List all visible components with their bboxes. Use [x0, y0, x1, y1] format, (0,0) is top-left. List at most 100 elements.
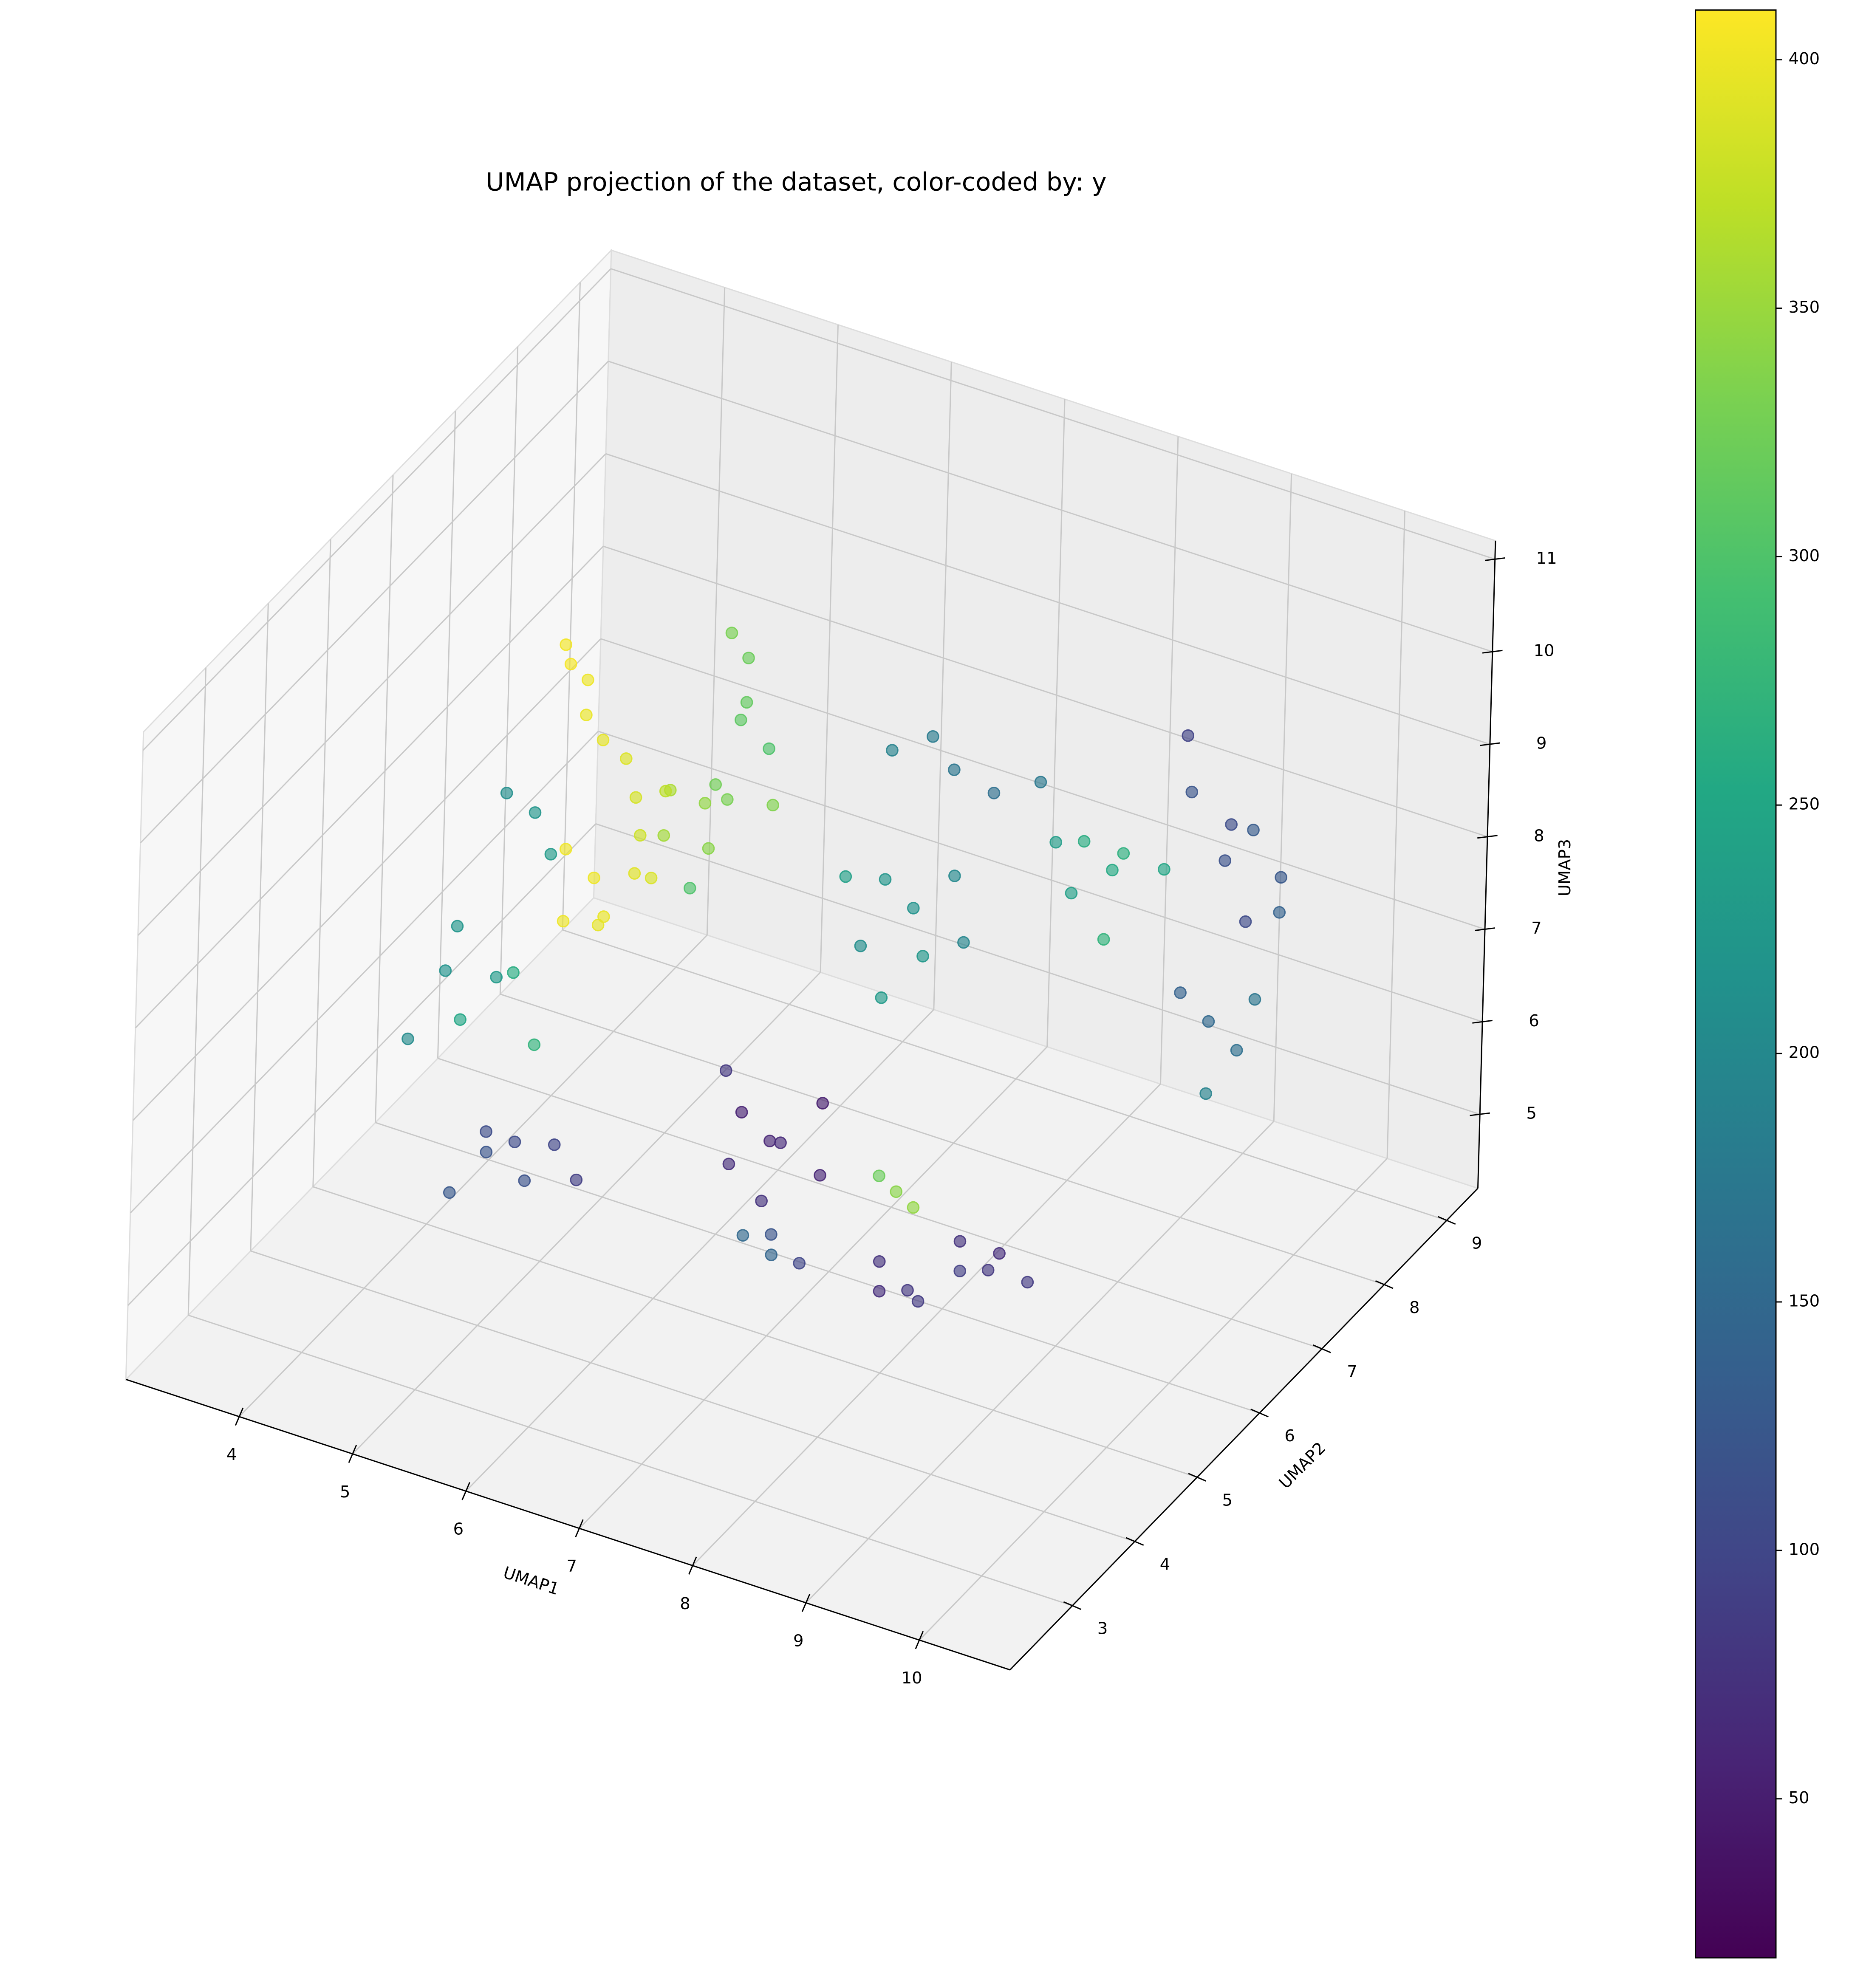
point — [763, 742, 775, 755]
point — [401, 1032, 414, 1045]
tick-mark — [1470, 1112, 1490, 1116]
z-tick-label: 6 — [1529, 1011, 1539, 1031]
grid-line — [611, 268, 1496, 560]
point — [763, 1135, 776, 1147]
point — [873, 1169, 885, 1182]
point — [454, 1013, 466, 1026]
grid — [127, 268, 1496, 1641]
tick-mark — [1188, 1473, 1207, 1482]
grid-line — [933, 362, 952, 1010]
point — [1174, 986, 1187, 999]
point — [916, 950, 929, 963]
point — [766, 799, 779, 812]
point — [443, 1186, 456, 1199]
point — [1021, 1276, 1034, 1289]
point — [886, 744, 899, 757]
grid-line — [603, 545, 1488, 838]
y-tick-label: 3 — [1097, 1619, 1108, 1638]
point — [581, 673, 594, 686]
grid-line — [142, 268, 611, 751]
point — [591, 918, 605, 932]
grid-line — [239, 935, 708, 1417]
point — [564, 658, 577, 671]
grid-line — [806, 1121, 1275, 1604]
point — [721, 793, 734, 806]
grid-line — [1273, 474, 1292, 1121]
point — [629, 791, 642, 804]
point — [1185, 785, 1199, 799]
point — [507, 966, 520, 979]
point — [645, 872, 658, 884]
grid-line — [919, 1158, 1388, 1641]
colorbar-tick-label: 300 — [1789, 546, 1820, 565]
tick-mark — [235, 1407, 244, 1426]
colorbar-tick-label: 400 — [1789, 49, 1820, 68]
grid-line — [187, 667, 207, 1316]
point — [725, 627, 738, 639]
point — [907, 902, 920, 915]
tick-mark — [801, 1593, 811, 1612]
x-axis-line — [125, 1378, 1010, 1671]
tick-mark — [348, 1445, 357, 1463]
point — [1239, 915, 1252, 928]
grid-line — [605, 453, 1490, 745]
grid-line — [562, 282, 581, 930]
point — [814, 1169, 826, 1182]
z-tick-label: 8 — [1534, 826, 1544, 845]
grid-line — [250, 1250, 1135, 1542]
points — [401, 627, 1287, 1308]
tick-mark — [1480, 742, 1500, 746]
colorbar: 50 100 150 200 250 300 350 400 — [1695, 9, 1820, 1959]
point — [508, 1135, 521, 1148]
point — [953, 1235, 967, 1248]
point — [854, 940, 867, 952]
point — [1275, 871, 1287, 884]
point — [490, 971, 503, 984]
point — [755, 1194, 768, 1208]
grid-line — [465, 1009, 934, 1492]
point — [634, 829, 647, 842]
point — [500, 787, 513, 799]
grid-line — [127, 823, 597, 1306]
tick-mark — [1484, 557, 1505, 561]
y-tick-label: 7 — [1347, 1362, 1357, 1381]
z-axis-label: UMAP3 — [1555, 839, 1575, 896]
point — [1202, 1015, 1215, 1028]
point — [659, 785, 672, 798]
colorbar-tick-label: 350 — [1789, 298, 1820, 317]
point — [873, 1285, 886, 1298]
tick-mark — [1063, 1601, 1082, 1610]
point — [559, 843, 572, 856]
grid-line — [437, 410, 456, 1059]
point — [528, 1038, 541, 1051]
x-tick-label: 5 — [340, 1483, 350, 1502]
point — [907, 1201, 920, 1214]
point — [981, 1264, 995, 1276]
point — [1077, 835, 1091, 848]
z-tick-label: 9 — [1536, 734, 1546, 753]
grid-line — [706, 287, 726, 935]
grid-line — [312, 539, 331, 1187]
y-tick-label: 4 — [1160, 1555, 1170, 1574]
point — [873, 1255, 886, 1268]
point — [793, 1257, 806, 1270]
grid-line — [1159, 436, 1179, 1084]
point — [1049, 836, 1062, 849]
point — [619, 752, 633, 765]
point — [597, 734, 610, 746]
y-axis-line — [1009, 1188, 1479, 1671]
tick-mark — [575, 1519, 584, 1538]
point — [911, 1295, 924, 1308]
x-tick-label: 4 — [226, 1445, 237, 1464]
grid-line — [562, 929, 1447, 1221]
point — [1225, 818, 1238, 831]
colorbar-tick-label: 100 — [1789, 1540, 1820, 1559]
x-tick-label: 6 — [453, 1520, 464, 1539]
point — [987, 787, 1001, 799]
grid-line — [692, 1083, 1161, 1566]
point — [570, 1173, 583, 1186]
point — [709, 778, 722, 791]
point — [740, 696, 753, 709]
point — [439, 964, 452, 977]
